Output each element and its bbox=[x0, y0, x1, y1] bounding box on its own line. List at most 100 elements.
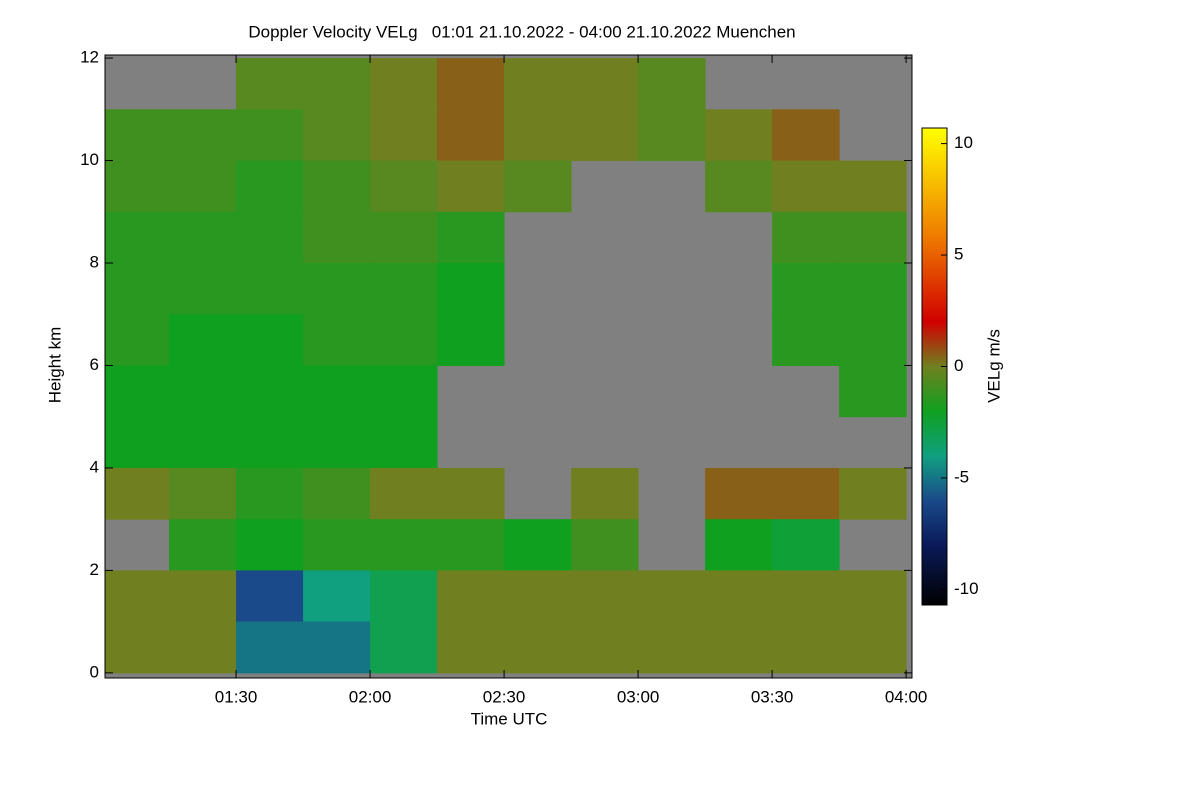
x-tick-label: 01:30 bbox=[215, 687, 258, 706]
heatmap-cell bbox=[705, 570, 773, 623]
heatmap-cell bbox=[638, 621, 706, 674]
heatmap-cell bbox=[839, 314, 907, 366]
colorbar-tick-label: -5 bbox=[954, 467, 969, 486]
heatmap-cell bbox=[772, 570, 840, 623]
heatmap-cell bbox=[236, 109, 304, 162]
heatmap-cell bbox=[772, 109, 840, 162]
heatmap-cell bbox=[839, 365, 907, 418]
heatmap-cell bbox=[169, 365, 237, 418]
heatmap-cell bbox=[839, 263, 907, 315]
heatmap-cell bbox=[169, 467, 237, 520]
x-tick-label: 02:00 bbox=[349, 687, 392, 706]
heatmap-cells bbox=[105, 58, 907, 674]
heatmap-cell bbox=[437, 570, 505, 623]
y-tick-label: 4 bbox=[90, 457, 99, 476]
heatmap-cell bbox=[370, 365, 438, 418]
heatmap-cell bbox=[303, 263, 371, 315]
heatmap-cell bbox=[772, 263, 840, 315]
colorbar-tick-label: 0 bbox=[954, 356, 963, 375]
heatmap-cell bbox=[772, 314, 840, 366]
chart-title: Doppler Velocity VELg 01:01 21.10.2022 -… bbox=[248, 22, 795, 41]
colorbar-tick-label: 5 bbox=[954, 245, 963, 264]
heatmap-cell bbox=[705, 519, 773, 571]
y-tick-label: 8 bbox=[90, 252, 99, 271]
heatmap-cell bbox=[370, 58, 438, 110]
colorbar-label: VELg m/s bbox=[984, 329, 1003, 403]
heatmap-cell bbox=[236, 570, 304, 623]
heatmap-cell bbox=[236, 263, 304, 315]
heatmap-cell bbox=[772, 467, 840, 520]
heatmap-cell bbox=[504, 519, 572, 571]
heatmap-cell bbox=[236, 621, 304, 674]
heatmap-cell bbox=[437, 621, 505, 674]
heatmap-cell bbox=[303, 519, 371, 571]
heatmap-cell bbox=[105, 621, 170, 674]
heatmap-cell bbox=[303, 211, 371, 264]
heatmap-cell bbox=[169, 416, 237, 469]
heatmap-cell bbox=[504, 160, 572, 213]
plot-frame bbox=[104, 54, 913, 679]
heatmap-cell bbox=[705, 467, 773, 520]
heatmap-cell bbox=[105, 211, 170, 264]
heatmap-cell bbox=[772, 211, 840, 264]
heatmap-cell bbox=[705, 160, 773, 213]
heatmap-cell bbox=[504, 58, 572, 110]
heatmap-cell bbox=[638, 58, 706, 110]
heatmap-cell bbox=[772, 519, 840, 571]
heatmap-cell bbox=[105, 109, 170, 162]
heatmap-cell bbox=[105, 314, 170, 366]
y-tick-label: 0 bbox=[90, 662, 99, 681]
heatmap-cell bbox=[437, 160, 505, 213]
heatmap-cell bbox=[437, 109, 505, 162]
heatmap-cell bbox=[169, 314, 237, 366]
y-tick-label: 6 bbox=[90, 355, 99, 374]
colorbar-tick-label: 10 bbox=[954, 133, 973, 152]
heatmap-cell bbox=[437, 467, 505, 520]
y-axis-label: Height km bbox=[45, 327, 64, 404]
heatmap-cell bbox=[437, 263, 505, 315]
heatmap-cell bbox=[638, 109, 706, 162]
heatmap-cell bbox=[303, 160, 371, 213]
colorbar-tick-label: -10 bbox=[954, 579, 979, 598]
heatmap-cell bbox=[303, 58, 371, 110]
heatmap-cell bbox=[437, 211, 505, 264]
heatmap-cell bbox=[303, 416, 371, 469]
heatmap-cell bbox=[839, 160, 907, 213]
heatmap-cell bbox=[236, 365, 304, 418]
heatmap-cell bbox=[571, 109, 639, 162]
heatmap-cell bbox=[303, 570, 371, 623]
heatmap-cell bbox=[169, 211, 237, 264]
heatmap-cell bbox=[571, 58, 639, 110]
heatmap-cell bbox=[370, 416, 438, 469]
y-tick-label: 12 bbox=[80, 48, 99, 67]
heatmap-cell bbox=[705, 621, 773, 674]
heatmap-cell bbox=[105, 263, 170, 315]
heatmap-cell bbox=[169, 570, 237, 623]
heatmap-cell bbox=[772, 621, 840, 674]
y-tick-label: 10 bbox=[80, 150, 99, 169]
heatmap-cell bbox=[370, 467, 438, 520]
heatmap-cell bbox=[303, 467, 371, 520]
heatmap-cell bbox=[105, 570, 170, 623]
heatmap-cell bbox=[370, 314, 438, 366]
heatmap-cell bbox=[370, 109, 438, 162]
x-tick-label: 03:30 bbox=[751, 687, 794, 706]
heatmap-cell bbox=[370, 570, 438, 623]
heatmap-cell bbox=[504, 570, 572, 623]
heatmap-cell bbox=[571, 467, 639, 520]
heatmap-cell bbox=[772, 160, 840, 213]
heatmap-cell bbox=[236, 211, 304, 264]
heatmap-cell bbox=[303, 314, 371, 366]
heatmap-cell bbox=[169, 621, 237, 674]
heatmap-cell bbox=[504, 109, 572, 162]
heatmap-cell bbox=[437, 314, 505, 366]
y-tick-label: 2 bbox=[90, 560, 99, 579]
heatmap-cell bbox=[571, 519, 639, 571]
heatmap-cell bbox=[303, 365, 371, 418]
heatmap-cell bbox=[370, 519, 438, 571]
heatmap-cell bbox=[370, 263, 438, 315]
heatmap-cell bbox=[169, 160, 237, 213]
heatmap-cell bbox=[169, 109, 237, 162]
x-tick-label: 03:00 bbox=[617, 687, 660, 706]
